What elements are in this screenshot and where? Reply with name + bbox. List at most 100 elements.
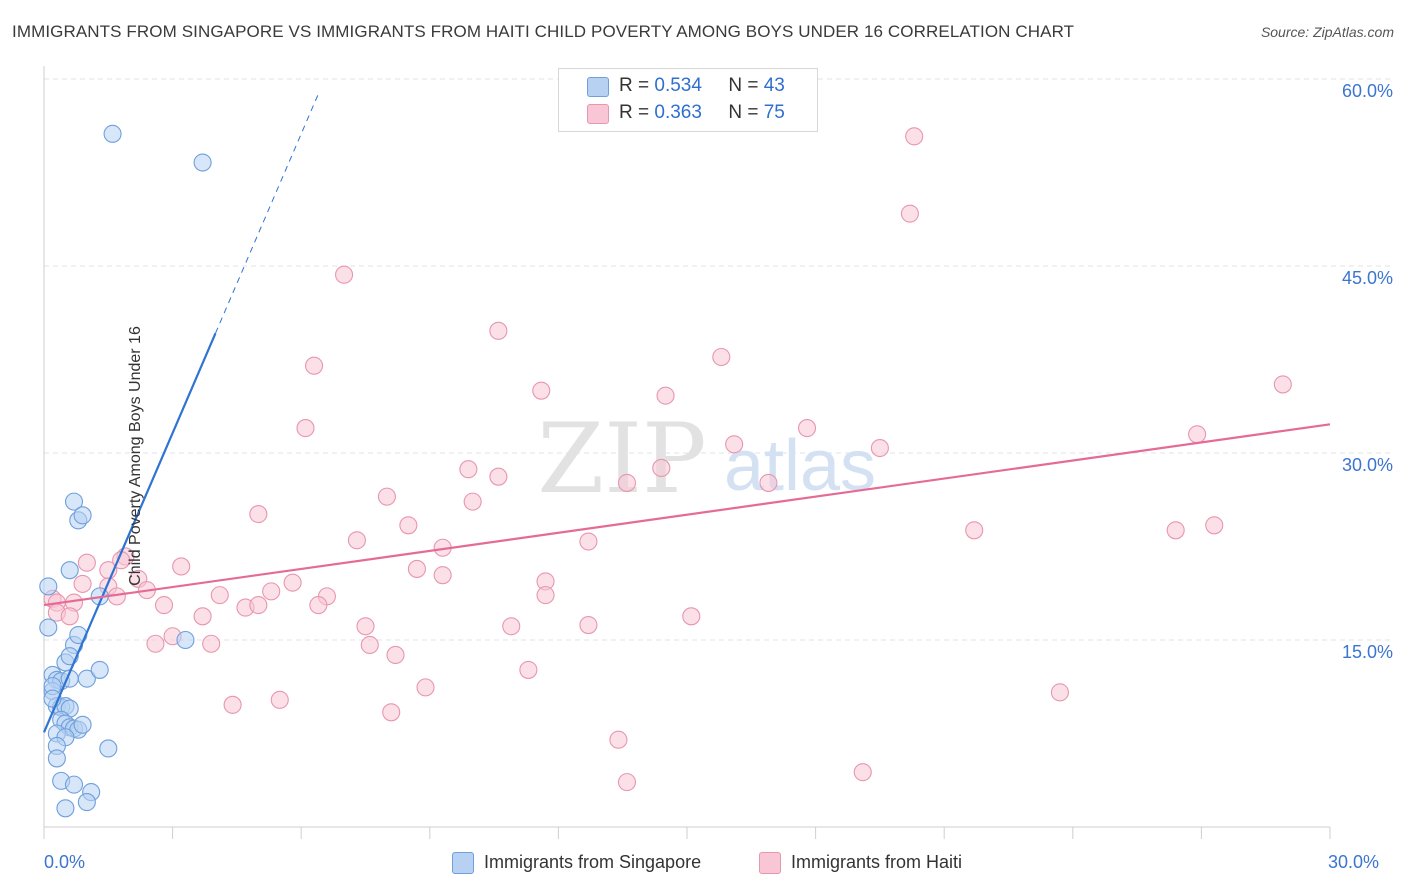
y-tick-labels: 15.0% 30.0% 45.0% 60.0%	[1342, 81, 1393, 662]
haiti-point	[725, 435, 744, 454]
haiti-point	[399, 516, 418, 535]
legend-r-value-singapore: 0.534	[654, 75, 702, 96]
singapore-point	[39, 577, 58, 596]
singapore-point	[193, 153, 212, 172]
singapore-point	[64, 492, 84, 511]
haiti-point	[532, 381, 551, 400]
haiti-point	[579, 532, 598, 551]
haiti-point	[870, 438, 889, 458]
haiti-point	[262, 582, 281, 601]
legend-n-label: N =	[728, 75, 759, 96]
haiti-point	[249, 505, 268, 524]
singapore-point	[73, 715, 92, 734]
haiti-point	[489, 467, 508, 486]
haiti-point	[296, 419, 315, 438]
haiti-point	[502, 617, 521, 636]
haiti-point	[433, 566, 452, 585]
y-tick-label: 15.0%	[1342, 642, 1393, 662]
haiti-point	[193, 607, 212, 626]
legend-r-label: R =	[619, 75, 650, 96]
haiti-point	[202, 634, 221, 653]
singapore-point	[99, 739, 118, 758]
singapore-trend-extension	[215, 93, 319, 334]
watermark-zip: ZIP	[537, 403, 706, 515]
y-tick-label: 45.0%	[1342, 268, 1393, 288]
watermark: ZIP atlas	[537, 403, 876, 515]
haiti-point	[335, 265, 354, 284]
legend-swatch-singapore	[587, 77, 609, 97]
y-tick-label: 30.0%	[1342, 455, 1393, 475]
haiti-point	[347, 531, 366, 550]
haiti-point	[1205, 516, 1224, 535]
haiti-point	[382, 703, 401, 722]
singapore-point	[47, 749, 66, 768]
singapore-point	[64, 775, 84, 794]
haiti-point	[579, 615, 598, 635]
haiti-point	[172, 557, 191, 576]
chart-title: IMMIGRANTS FROM SINGAPORE VS IMMIGRANTS …	[12, 22, 1075, 41]
singapore-point	[176, 630, 195, 650]
haiti-point	[146, 634, 165, 653]
source-credit: Source: ZipAtlas.com	[1260, 24, 1394, 40]
singapore-trend-line	[42, 332, 217, 733]
haiti-point	[270, 690, 289, 709]
bottom-legend-swatch-singapore	[452, 852, 474, 874]
haiti-point	[73, 574, 92, 593]
haiti-point	[77, 553, 96, 572]
haiti-point	[965, 521, 984, 540]
watermark-atlas: atlas	[724, 426, 876, 506]
singapore-point	[39, 618, 58, 637]
singapore-point	[73, 506, 92, 525]
haiti-point	[536, 586, 555, 605]
haiti-point	[617, 773, 637, 792]
legend-r-value-haiti: 0.363	[654, 102, 702, 123]
singapore-point	[90, 660, 109, 679]
haiti-point	[377, 487, 396, 506]
legend-swatch-haiti	[587, 104, 609, 124]
x-tick-max: 30.0%	[1328, 852, 1380, 872]
legend-r-label: R =	[619, 102, 650, 123]
haiti-point	[1273, 375, 1292, 394]
x-tick-min: 0.0%	[44, 852, 86, 872]
haiti-point	[1166, 521, 1185, 540]
haiti-point	[652, 458, 671, 478]
haiti-point	[1188, 425, 1207, 444]
haiti-point	[712, 347, 731, 367]
haiti-point	[905, 127, 924, 146]
y-tick-label: 60.0%	[1342, 81, 1393, 101]
singapore-point	[60, 561, 79, 580]
singapore-point	[103, 124, 122, 143]
bottom-legend-label-singapore: Immigrants from Singapore	[484, 852, 702, 872]
haiti-point	[210, 586, 229, 605]
haiti-point	[356, 617, 375, 636]
haiti-point	[617, 473, 637, 492]
haiti-point	[305, 356, 324, 375]
haiti-point	[407, 559, 426, 578]
haiti-point	[416, 678, 435, 697]
haiti-point	[223, 695, 242, 714]
singapore-point	[56, 799, 75, 818]
haiti-point	[759, 473, 778, 492]
bottom-legend-swatch-haiti	[759, 852, 781, 874]
haiti-trend-line	[43, 423, 1331, 607]
trend-lines	[42, 93, 1331, 733]
haiti-point	[386, 645, 405, 665]
singapore-points	[39, 124, 212, 818]
haiti-point	[609, 730, 628, 749]
haiti-point	[154, 596, 174, 615]
haiti-point	[489, 321, 508, 340]
haiti-point	[1050, 683, 1069, 702]
haiti-point	[360, 635, 379, 655]
legend-n-value-haiti: 75	[763, 102, 785, 123]
y-axis-label: Child Poverty Among Boys Under 16	[126, 326, 144, 586]
haiti-point	[459, 460, 478, 479]
haiti-point	[656, 386, 675, 405]
haiti-point	[283, 573, 302, 592]
haiti-point	[309, 596, 328, 615]
haiti-point	[60, 607, 79, 626]
haiti-point	[682, 607, 701, 626]
singapore-point	[77, 669, 96, 688]
haiti-point	[519, 660, 538, 679]
legend-n-label: N =	[728, 102, 759, 123]
